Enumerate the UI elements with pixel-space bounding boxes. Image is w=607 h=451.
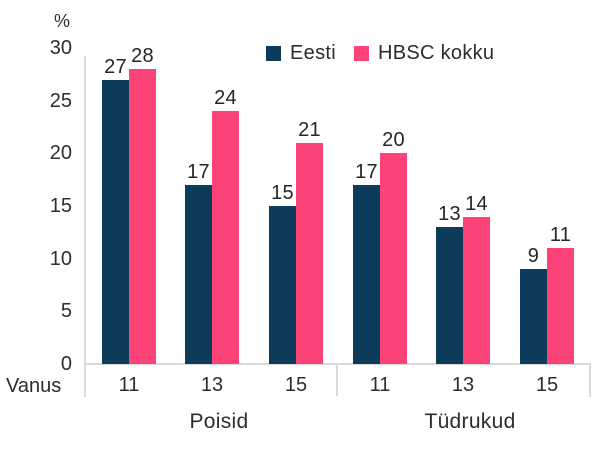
bar-value-label: 13 (438, 203, 461, 226)
group-label-poisid: Poisid (189, 410, 249, 433)
bar-eesti (102, 79, 129, 364)
bar-value-label: 17 (355, 160, 378, 183)
bar-value-label: 24 (214, 87, 237, 110)
bar-value-label: 11 (549, 224, 572, 247)
bar-eesti (353, 184, 380, 364)
bar-value-label: 27 (104, 55, 127, 78)
legend-swatch-eesti (266, 45, 281, 61)
y-axis-tick-label: 5 (60, 300, 72, 323)
bar-value-label: 9 (527, 245, 540, 268)
x-axis-title: Vanus (6, 375, 62, 397)
x-axis-tick-label: 15 (535, 374, 559, 396)
bar-eesti (185, 184, 212, 364)
legend-item-eesti: Eesti (266, 42, 336, 64)
y-axis-line (84, 56, 86, 397)
x-axis-tick-label: 13 (200, 374, 224, 396)
bar-value-label: 17 (187, 160, 210, 183)
y-axis-tick-label: 20 (49, 142, 72, 165)
bar-value-label: 20 (382, 129, 405, 152)
y-axis-unit-label: % (53, 11, 70, 31)
y-axis-tick-label: 0 (60, 353, 72, 375)
y-axis-tick-label: 25 (49, 89, 72, 112)
y-axis-tick-label: 30 (49, 37, 72, 59)
x-axis-tick-label: 11 (369, 374, 391, 396)
bar-hbsc (212, 111, 239, 364)
legend-swatch-hbsc (353, 45, 369, 61)
plot-right-edge-line (589, 364, 591, 397)
bar-value-label: 21 (298, 118, 321, 141)
bar-value-label: 15 (271, 182, 294, 204)
bar-eesti (520, 269, 547, 364)
x-axis-tick-label: 11 (118, 374, 140, 396)
bar-eesti (436, 227, 463, 364)
bar-value-label: 14 (465, 192, 488, 215)
bar-hbsc (129, 69, 156, 364)
bar-hbsc (547, 248, 574, 364)
bar-hbsc (296, 142, 323, 364)
x-axis-tick-label: 13 (451, 374, 475, 396)
y-axis-tick-label: 15 (49, 195, 72, 217)
legend-label-eesti: Eesti (290, 42, 336, 64)
legend-label-hbsc: HBSC kokku (377, 42, 495, 64)
legend: Eesti HBSC kokku (266, 42, 494, 64)
legend-item-hbsc: HBSC kokku (353, 42, 495, 64)
group-label-tudrukud: Tüdrukud (424, 410, 516, 433)
bar-value-label: 28 (131, 45, 154, 68)
y-axis-tick-label: 10 (49, 247, 72, 270)
x-axis-tick-label: 15 (284, 374, 308, 396)
group-divider-line (336, 364, 338, 396)
bar-eesti (269, 206, 296, 364)
bar-hbsc (380, 153, 407, 364)
bar-hbsc (463, 216, 490, 364)
